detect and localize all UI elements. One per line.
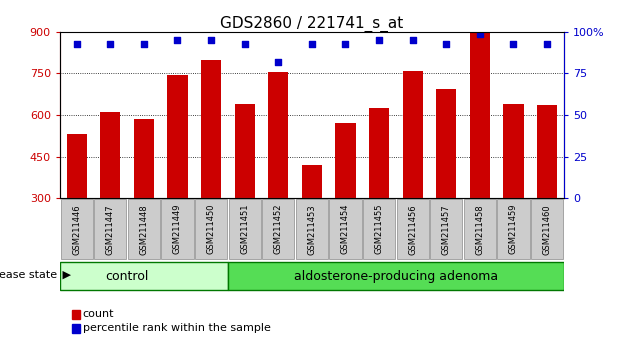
Text: GSM211449: GSM211449 xyxy=(173,204,182,255)
Bar xyxy=(201,59,221,198)
Point xyxy=(173,37,183,43)
Text: GSM211447: GSM211447 xyxy=(106,204,115,255)
Bar xyxy=(537,105,557,198)
Text: disease state: disease state xyxy=(0,269,57,280)
Text: GSM211454: GSM211454 xyxy=(341,204,350,255)
FancyBboxPatch shape xyxy=(60,200,93,259)
Point xyxy=(508,41,518,46)
Point xyxy=(374,37,384,43)
Point xyxy=(273,59,284,65)
Text: GSM211453: GSM211453 xyxy=(307,204,316,255)
FancyBboxPatch shape xyxy=(94,200,127,259)
Text: aldosterone-producing adenoma: aldosterone-producing adenoma xyxy=(294,270,498,282)
Bar xyxy=(168,75,188,198)
Text: control: control xyxy=(105,270,149,282)
Point xyxy=(105,41,115,46)
Text: ▶: ▶ xyxy=(59,269,71,280)
Point xyxy=(72,41,82,46)
FancyBboxPatch shape xyxy=(161,200,193,259)
Text: GSM211456: GSM211456 xyxy=(408,204,417,255)
FancyBboxPatch shape xyxy=(430,200,462,259)
Text: count: count xyxy=(83,309,114,319)
Text: GSM211451: GSM211451 xyxy=(240,204,249,255)
Point xyxy=(475,31,485,36)
FancyBboxPatch shape xyxy=(464,200,496,259)
Bar xyxy=(436,89,456,198)
Text: GSM211452: GSM211452 xyxy=(274,204,283,255)
FancyBboxPatch shape xyxy=(329,200,362,259)
Text: GSM211448: GSM211448 xyxy=(139,204,148,255)
Point xyxy=(139,41,149,46)
Text: percentile rank within the sample: percentile rank within the sample xyxy=(83,323,270,333)
Text: GSM211446: GSM211446 xyxy=(72,204,81,255)
Point xyxy=(307,41,317,46)
Bar xyxy=(134,119,154,198)
FancyBboxPatch shape xyxy=(363,200,395,259)
FancyBboxPatch shape xyxy=(60,262,228,290)
Text: GSM211450: GSM211450 xyxy=(207,204,215,255)
FancyBboxPatch shape xyxy=(195,200,227,259)
Bar xyxy=(302,165,322,198)
Text: GSM211457: GSM211457 xyxy=(442,204,450,255)
Bar xyxy=(335,124,355,198)
Bar xyxy=(67,135,87,198)
Text: GSM211459: GSM211459 xyxy=(509,204,518,255)
Bar xyxy=(403,71,423,198)
Point xyxy=(441,41,451,46)
Bar xyxy=(503,104,524,198)
Bar xyxy=(234,104,255,198)
FancyBboxPatch shape xyxy=(228,262,564,290)
Point xyxy=(408,37,418,43)
Text: GSM211455: GSM211455 xyxy=(375,204,384,255)
Point xyxy=(340,41,350,46)
Title: GDS2860 / 221741_s_at: GDS2860 / 221741_s_at xyxy=(220,16,403,32)
FancyBboxPatch shape xyxy=(128,200,160,259)
FancyBboxPatch shape xyxy=(229,200,261,259)
Point xyxy=(542,41,552,46)
Bar xyxy=(369,108,389,198)
Text: GSM211460: GSM211460 xyxy=(542,204,551,255)
Bar xyxy=(100,112,120,198)
Point xyxy=(239,41,249,46)
Point xyxy=(206,37,216,43)
Text: GSM211458: GSM211458 xyxy=(476,204,484,255)
FancyBboxPatch shape xyxy=(531,200,563,259)
FancyBboxPatch shape xyxy=(295,200,328,259)
Bar xyxy=(470,32,490,198)
FancyBboxPatch shape xyxy=(497,200,530,259)
Bar xyxy=(268,72,289,198)
FancyBboxPatch shape xyxy=(396,200,429,259)
FancyBboxPatch shape xyxy=(262,200,294,259)
